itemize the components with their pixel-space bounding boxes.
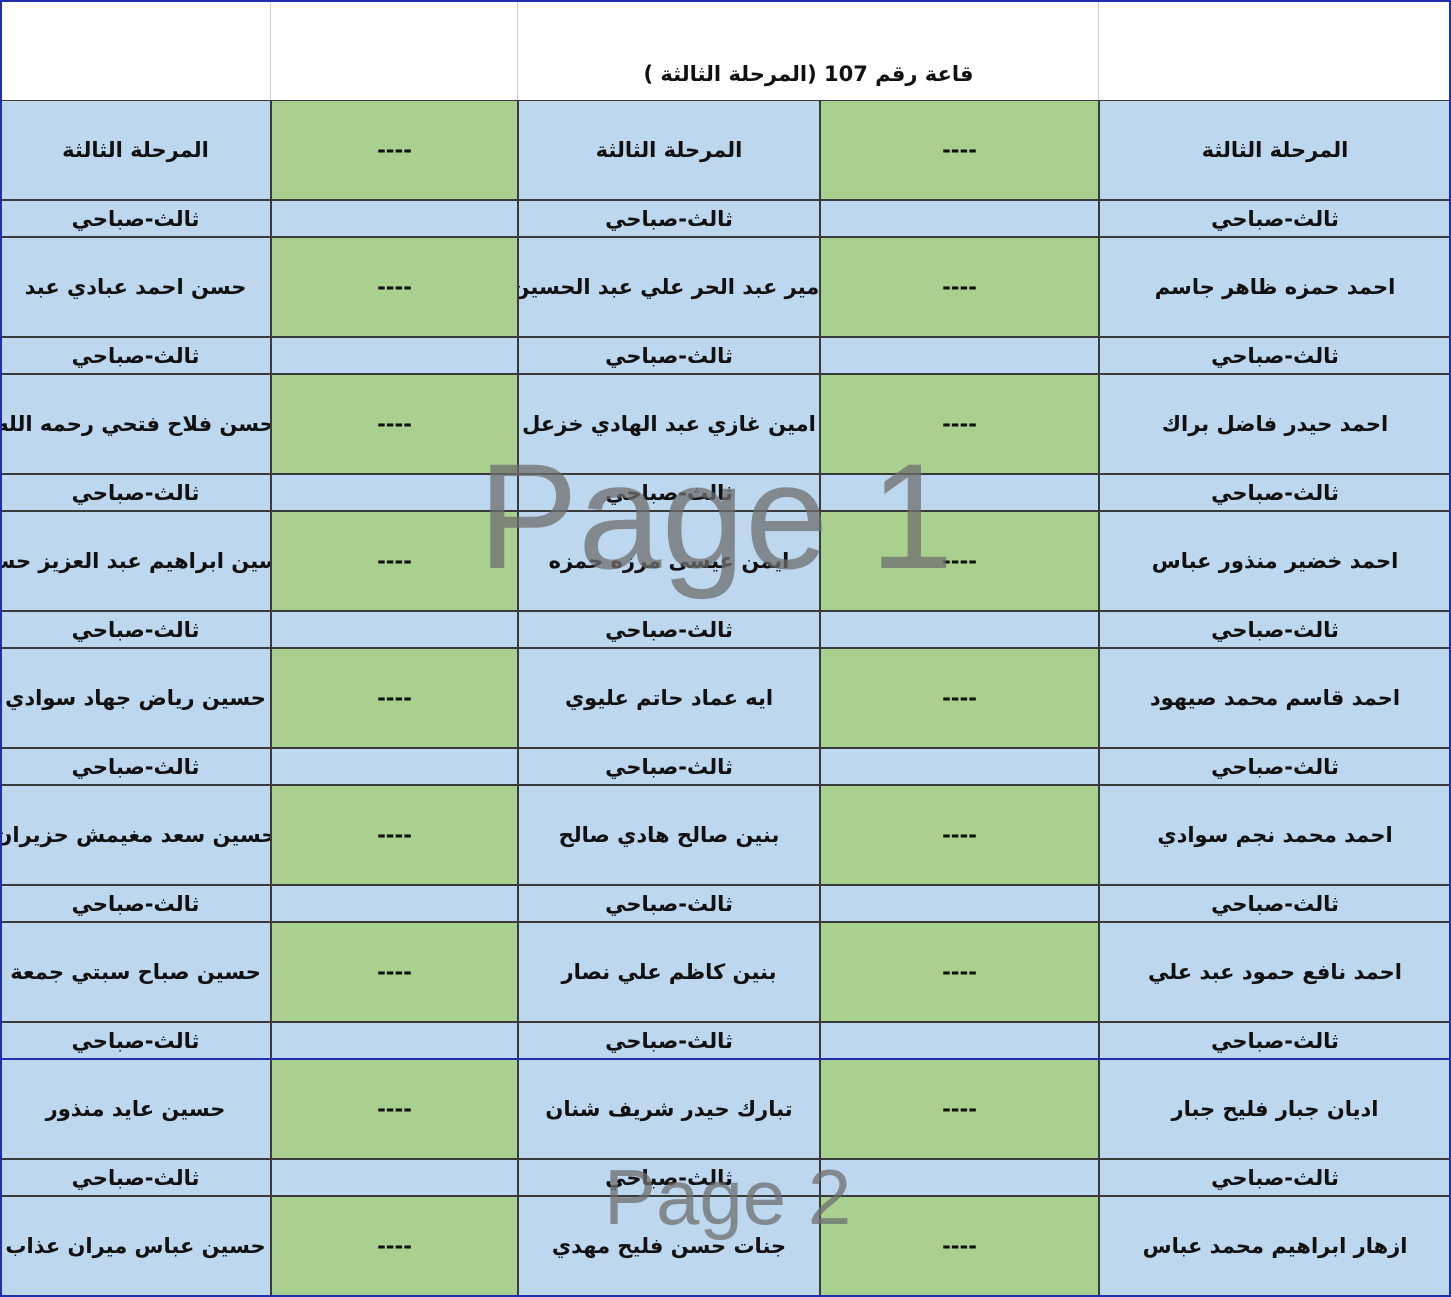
table-cell: حسين رياض جهاد سوادي <box>0 648 271 748</box>
table-cell: بنين صالح هادي صالح <box>518 785 820 885</box>
table-cell: ثالث-صباحي <box>518 200 820 237</box>
table-cell: ثالث-صباحي <box>1099 474 1451 511</box>
table-cell: حسين ابراهيم عبد العزيز حسن <box>0 511 271 611</box>
table-cell: اديان جبار فليح جبار <box>1099 1059 1451 1159</box>
table-cell: حسين سعد مغيمش حزيران <box>0 785 271 885</box>
table-cell <box>820 337 1099 374</box>
table-cell: ---- <box>271 922 518 1022</box>
table-cell: ---- <box>820 922 1099 1022</box>
table-cell: احمد قاسم محمد صيهود <box>1099 648 1451 748</box>
table-cell: ثالث-صباحي <box>518 1022 820 1059</box>
table-cell: ثالث-صباحي <box>0 611 271 648</box>
table-cell <box>271 474 518 511</box>
table-cell <box>820 1022 1099 1059</box>
table-cell: ثالث-صباحي <box>0 1159 271 1196</box>
table-cell <box>820 611 1099 648</box>
table-cell: ثالث-صباحي <box>1099 885 1451 922</box>
table-cell <box>271 748 518 785</box>
table-cell: ثالث-صباحي <box>518 611 820 648</box>
table-cell: ---- <box>820 374 1099 474</box>
table-cell: ثالث-صباحي <box>518 474 820 511</box>
header-cell <box>0 0 271 100</box>
table-cell <box>820 748 1099 785</box>
header-cell <box>518 0 1099 100</box>
table-cell: ثالث-صباحي <box>1099 200 1451 237</box>
table-cell <box>820 200 1099 237</box>
table-cell: ثالث-صباحي <box>0 1022 271 1059</box>
table-cell: ---- <box>271 1196 518 1296</box>
table-cell: ---- <box>271 374 518 474</box>
table-cell: ثالث-صباحي <box>0 474 271 511</box>
table-cell: ثالث-صباحي <box>1099 1159 1451 1196</box>
table-cell: احمد محمد نجم سوادي <box>1099 785 1451 885</box>
table-cell: حسين صباح سبتي جمعة <box>0 922 271 1022</box>
table-cell: المرحلة الثالثة <box>0 100 271 200</box>
table-cell: ---- <box>820 785 1099 885</box>
header-cell <box>1099 0 1451 100</box>
table-cell: ---- <box>271 237 518 337</box>
table-cell: حسين عايد منذور <box>0 1059 271 1159</box>
table-cell: ثالث-صباحي <box>518 748 820 785</box>
table-cell: حسن احمد عبادي عبد <box>0 237 271 337</box>
table-cell: احمد خضير منذور عباس <box>1099 511 1451 611</box>
table-cell <box>271 337 518 374</box>
table-cell: ثالث-صباحي <box>1099 748 1451 785</box>
table-cell <box>271 885 518 922</box>
table-cell: ثالث-صباحي <box>1099 337 1451 374</box>
table-cell: حسين عباس ميران عذاب <box>0 1196 271 1296</box>
table-cell: ---- <box>820 511 1099 611</box>
table-cell: ---- <box>820 1196 1099 1296</box>
table-cell <box>820 885 1099 922</box>
table-cell: ثالث-صباحي <box>0 885 271 922</box>
table-cell: ---- <box>271 1059 518 1159</box>
page-break <box>0 1058 1451 1060</box>
table-cell: ---- <box>271 785 518 885</box>
table-cell: ازهار ابراهيم محمد عباس <box>1099 1196 1451 1296</box>
table-cell: احمد حيدر فاضل براك <box>1099 374 1451 474</box>
table-cell: المرحلة الثالثة <box>518 100 820 200</box>
table-cell <box>820 474 1099 511</box>
table-cell: ---- <box>271 648 518 748</box>
header-cell <box>271 0 518 100</box>
table-cell: ايمن عيسى مرزه حمزه <box>518 511 820 611</box>
table-cell: ---- <box>820 648 1099 748</box>
table-cell: ---- <box>820 237 1099 337</box>
table-cell: احمد نافع حمود عبد علي <box>1099 922 1451 1022</box>
table-cell: ---- <box>820 100 1099 200</box>
table-cell: حسن فلاح فتحي رحمه الله <box>0 374 271 474</box>
table-cell <box>820 1159 1099 1196</box>
table-cell <box>271 1022 518 1059</box>
table-cell: ثالث-صباحي <box>518 885 820 922</box>
table-cell: ايه عماد حاتم عليوي <box>518 648 820 748</box>
sheet-title: قاعة رقم 107 (المرحلة الثالثة ) <box>643 62 974 86</box>
table-cell: احمد حمزه ظاهر جاسم <box>1099 237 1451 337</box>
table-cell <box>271 200 518 237</box>
table-cell: ثالث-صباحي <box>0 337 271 374</box>
table-cell: بنين كاظم علي نصار <box>518 922 820 1022</box>
table-cell: امير عبد الحر علي عبد الحسين <box>518 237 820 337</box>
table-cell: ثالث-صباحي <box>0 748 271 785</box>
table-cell <box>271 1159 518 1196</box>
table-cell: ثالث-صباحي <box>0 200 271 237</box>
table-cell: ---- <box>271 511 518 611</box>
table-cell: ثالث-صباحي <box>518 337 820 374</box>
table-cell: ---- <box>271 100 518 200</box>
table-cell: تبارك حيدر شريف شنان <box>518 1059 820 1159</box>
table-cell: ---- <box>820 1059 1099 1159</box>
table-cell: ثالث-صباحي <box>1099 611 1451 648</box>
table-cell: ثالث-صباحي <box>1099 1022 1451 1059</box>
table-cell: امين غازي عبد الهادي خزعل <box>518 374 820 474</box>
table-cell <box>271 611 518 648</box>
table-cell: المرحلة الثالثة <box>1099 100 1451 200</box>
table-cell: ثالث-صباحي <box>518 1159 820 1196</box>
table-cell: جنات حسن فليح مهدي <box>518 1196 820 1296</box>
